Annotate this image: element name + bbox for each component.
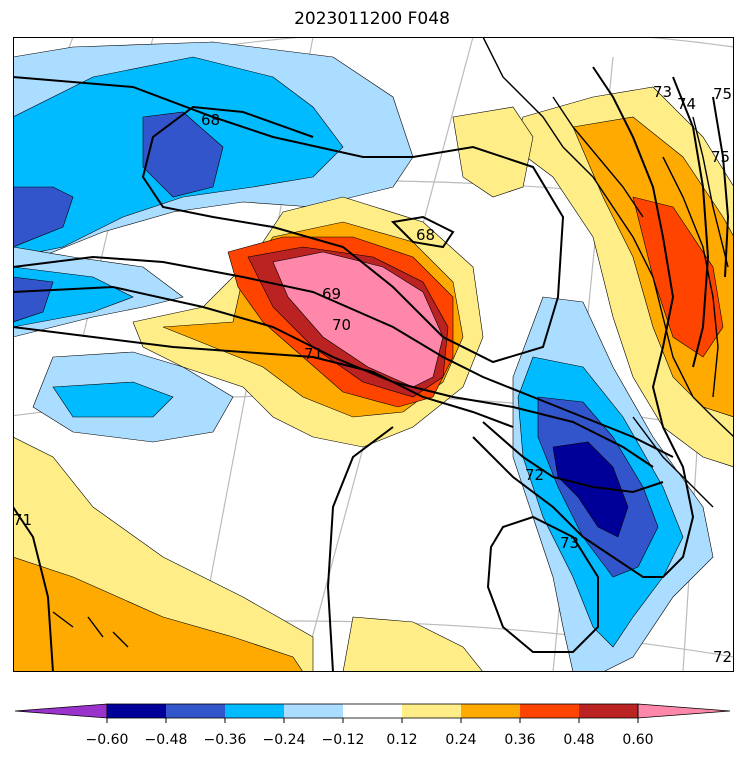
- red-orange-region-northeast: [632, 196, 724, 358]
- colorbar-tick-label: 0.12: [386, 732, 417, 748]
- map-panel: 68 68 69 70 71 72 73 71 73 74 75 75 72: [13, 37, 734, 672]
- orange-region-southwest: [13, 556, 304, 672]
- colorbar-ticks: [106, 718, 639, 723]
- colorbar-extension-high: [637, 703, 731, 719]
- contour-label: 68: [201, 111, 220, 129]
- colorbar-segment: [579, 704, 638, 718]
- colorbar-segment: [284, 704, 343, 718]
- plot-title: 2023011200 F048: [294, 9, 450, 29]
- yellow-region-north-small: [452, 106, 534, 198]
- contour-72-east: [482, 421, 664, 494]
- colorbar-segment: [402, 704, 461, 718]
- contour-label: 71: [13, 511, 32, 529]
- contour-label: 73: [560, 534, 579, 552]
- mid-blue-region-northwest: [13, 186, 74, 248]
- contour-73-loop: [486, 515, 599, 653]
- contour-label: 69: [322, 285, 341, 303]
- coastlines: [52, 37, 734, 648]
- contour-74: [672, 76, 710, 368]
- contour-label: 73: [653, 83, 672, 101]
- contour-label: 75: [713, 85, 732, 103]
- colorbar-tick-label: −0.60: [86, 732, 129, 748]
- mid-blue-region-north: [142, 111, 224, 198]
- mid-blue-region-west: [13, 276, 54, 323]
- contour-72: [326, 426, 394, 672]
- yellow-region-south: [342, 616, 484, 672]
- height-contours: [13, 66, 730, 672]
- colorbar-extension-low: [14, 703, 108, 719]
- contour-75: [712, 96, 730, 278]
- contour-71-southwest: [13, 506, 54, 672]
- colorbar-segment: [166, 704, 225, 718]
- colorbar-tick-label: 0.24: [445, 732, 476, 748]
- colorbar-segment: [343, 704, 402, 718]
- colorbar-outline: [106, 703, 639, 719]
- contour-69: [13, 255, 674, 458]
- colorbar-tick-label: 0.48: [563, 732, 594, 748]
- contour-label-group: 68 68 69 70 71 72 73 71 73 74 75 75 72: [13, 83, 732, 666]
- contour-label: 75: [711, 148, 730, 166]
- colorbar-tick-label: −0.24: [263, 732, 306, 748]
- colorbar-tick-labels: −0.60 −0.48 −0.36 −0.24 −0.12 0.12 0.24 …: [86, 732, 654, 748]
- colorbar-tick-label: −0.48: [145, 732, 188, 748]
- colorbar-segment: [520, 704, 579, 718]
- colorbar: −0.60 −0.48 −0.36 −0.24 −0.12 0.12 0.24 …: [14, 703, 731, 748]
- colorbar-segment: [225, 704, 284, 718]
- colorbar-tick-label: 0.36: [504, 732, 535, 748]
- colorbar-tick-label: −0.12: [322, 732, 365, 748]
- contour-label: 74: [677, 95, 696, 113]
- contour-label: 70: [332, 316, 351, 334]
- colorbar-tick-label: 0.60: [622, 732, 653, 748]
- contour-label: 68: [416, 226, 435, 244]
- dark-blue-region-southeast: [552, 441, 629, 538]
- contour-73: [472, 66, 695, 578]
- blue-region-southwest: [52, 381, 174, 418]
- contour-71: [13, 326, 514, 428]
- colorbar-segment: [461, 704, 520, 718]
- colorbar-segments: [14, 703, 731, 719]
- contour-68-small: [390, 215, 455, 249]
- colorbar-segment: [107, 704, 166, 718]
- contour-label: 72: [525, 466, 544, 484]
- contour-label: 71: [304, 345, 323, 363]
- contour-label: 72: [713, 648, 732, 666]
- contour-68-north: [13, 76, 565, 364]
- colorbar-tick-label: −0.36: [204, 732, 247, 748]
